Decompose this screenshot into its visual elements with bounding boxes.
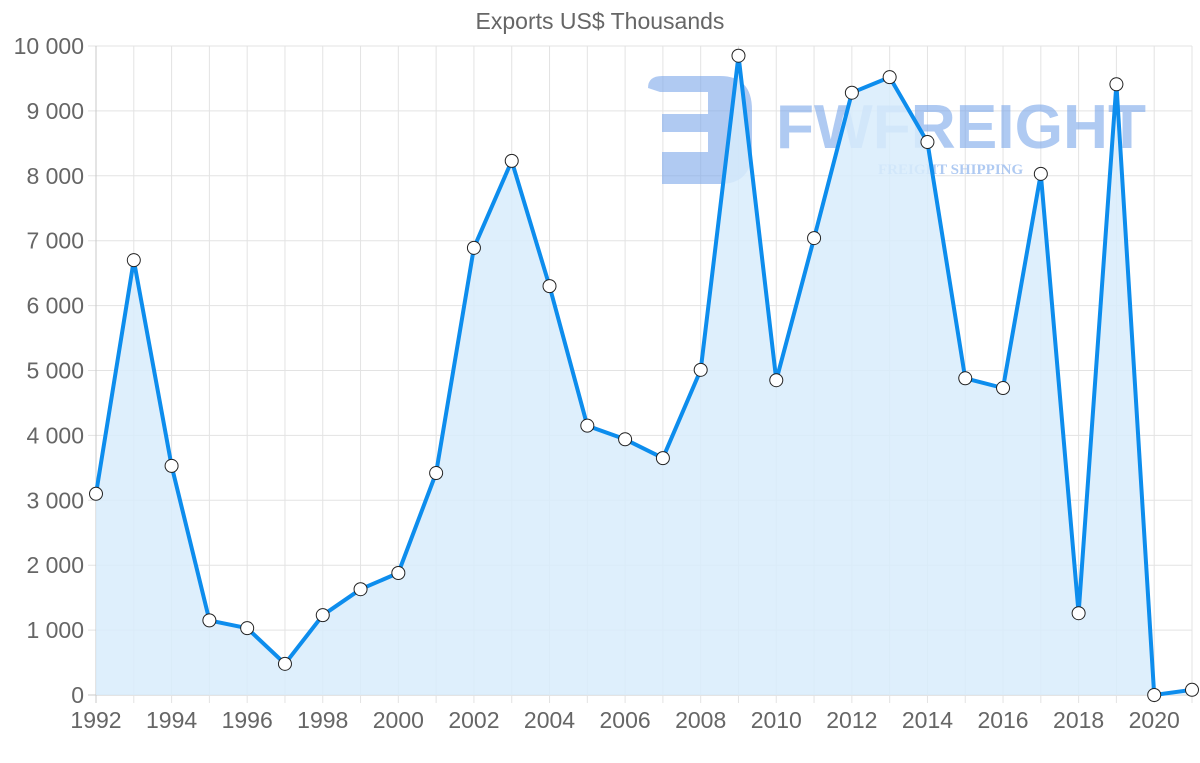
- data-point-2005[interactable]: [580, 418, 595, 433]
- x-tick-label: 2008: [675, 707, 726, 733]
- chart-title: Exports US$ Thousands: [475, 8, 725, 34]
- x-tick-label: 2010: [751, 707, 802, 733]
- y-tick-label: 5 000: [26, 358, 84, 384]
- y-tick-label: 10 000: [14, 33, 84, 59]
- x-tick-label: 2012: [826, 707, 877, 733]
- x-tick-label: 2018: [1053, 707, 1104, 733]
- data-point-1999[interactable]: [353, 582, 368, 597]
- data-point-2010[interactable]: [769, 373, 784, 388]
- data-point-1996[interactable]: [240, 621, 255, 636]
- x-tick-label: 1998: [297, 707, 348, 733]
- x-tick-label: 2016: [977, 707, 1028, 733]
- x-tick-label: 2004: [524, 707, 575, 733]
- data-point-2004[interactable]: [542, 279, 557, 294]
- x-tick-label: 2000: [373, 707, 424, 733]
- x-axis: 1992 1994 1996 1998 2000 2002 2004 2006 2008 2010…: [70, 707, 1179, 733]
- data-point-2021[interactable]: [1185, 682, 1199, 697]
- x-tick-label: 1996: [222, 707, 273, 733]
- data-point-2002[interactable]: [466, 240, 481, 255]
- data-point-2008[interactable]: [693, 362, 708, 377]
- data-point-1993[interactable]: [126, 253, 141, 268]
- watermark-brand: FWFREIGHT: [776, 93, 1146, 162]
- data-point-2018[interactable]: [1071, 606, 1086, 621]
- x-tick-label: 2020: [1129, 707, 1180, 733]
- x-tick-label: 1992: [70, 707, 121, 733]
- data-point-2019[interactable]: [1109, 77, 1124, 92]
- y-tick-label: 6 000: [26, 293, 84, 319]
- x-tick-label: 1994: [146, 707, 197, 733]
- y-axis: 0 1 000 2 000 3 000 4 000 5 000 6 000 7 000 8 00…: [14, 33, 84, 708]
- x-tick-label: 2002: [448, 707, 499, 733]
- y-tick-label: 2 000: [26, 552, 84, 578]
- y-tick-label: 3 000: [26, 487, 84, 513]
- data-point-2003[interactable]: [504, 153, 519, 168]
- data-point-2011[interactable]: [807, 231, 822, 246]
- y-tick-label: 7 000: [26, 228, 84, 254]
- data-point-2012[interactable]: [844, 85, 859, 100]
- data-point-2014[interactable]: [920, 135, 935, 150]
- data-point-1994[interactable]: [164, 458, 179, 473]
- x-tick-label: 2014: [902, 707, 953, 733]
- data-point-1997[interactable]: [277, 656, 292, 671]
- y-tick-label: 1 000: [26, 617, 84, 643]
- data-point-2000[interactable]: [391, 565, 406, 580]
- data-point-2016[interactable]: [996, 381, 1011, 396]
- x-tick-label: 2006: [600, 707, 651, 733]
- y-tick-label: 8 000: [26, 163, 84, 189]
- data-points: [89, 48, 1199, 702]
- data-point-1998[interactable]: [315, 608, 330, 623]
- data-point-2017[interactable]: [1033, 166, 1048, 181]
- data-point-2007[interactable]: [655, 451, 670, 466]
- y-tick-label: 4 000: [26, 422, 84, 448]
- data-point-2015[interactable]: [958, 371, 973, 386]
- data-point-2001[interactable]: [429, 466, 444, 481]
- data-point-2020[interactable]: [1147, 688, 1162, 702]
- data-point-1992[interactable]: [89, 486, 103, 501]
- data-line: [94, 53, 1193, 697]
- area-fill: [96, 55, 1192, 695]
- y-tick-label: 0: [71, 682, 84, 708]
- y-tick-label: 9 000: [26, 98, 84, 124]
- data-point-2013[interactable]: [882, 70, 897, 85]
- data-point-2006[interactable]: [618, 432, 633, 447]
- data-point-2009[interactable]: [731, 48, 746, 63]
- data-point-1995[interactable]: [202, 613, 217, 628]
